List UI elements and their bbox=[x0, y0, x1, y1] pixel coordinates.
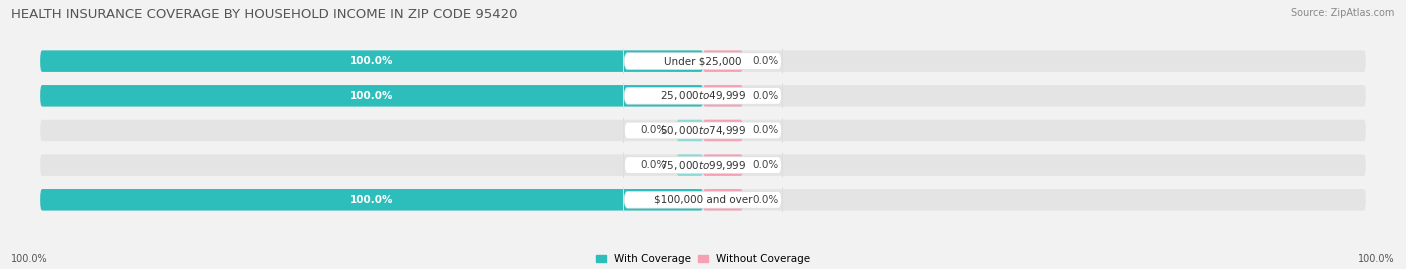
FancyBboxPatch shape bbox=[676, 120, 703, 141]
FancyBboxPatch shape bbox=[41, 154, 1365, 176]
FancyBboxPatch shape bbox=[41, 189, 1365, 211]
Text: Source: ZipAtlas.com: Source: ZipAtlas.com bbox=[1291, 8, 1395, 18]
Text: 0.0%: 0.0% bbox=[752, 160, 779, 170]
Text: 0.0%: 0.0% bbox=[752, 195, 779, 205]
Text: 0.0%: 0.0% bbox=[752, 56, 779, 66]
Text: $50,000 to $74,999: $50,000 to $74,999 bbox=[659, 124, 747, 137]
FancyBboxPatch shape bbox=[703, 154, 742, 176]
Text: 100.0%: 100.0% bbox=[350, 195, 394, 205]
FancyBboxPatch shape bbox=[623, 187, 783, 212]
FancyBboxPatch shape bbox=[703, 189, 742, 211]
Text: $25,000 to $49,999: $25,000 to $49,999 bbox=[659, 89, 747, 102]
FancyBboxPatch shape bbox=[703, 85, 742, 107]
Text: 0.0%: 0.0% bbox=[752, 91, 779, 101]
Text: 0.0%: 0.0% bbox=[752, 125, 779, 136]
FancyBboxPatch shape bbox=[41, 50, 703, 72]
Text: 100.0%: 100.0% bbox=[11, 254, 48, 264]
FancyBboxPatch shape bbox=[703, 50, 742, 72]
Text: Under $25,000: Under $25,000 bbox=[664, 56, 742, 66]
FancyBboxPatch shape bbox=[41, 85, 703, 107]
FancyBboxPatch shape bbox=[703, 120, 742, 141]
Text: 100.0%: 100.0% bbox=[350, 56, 394, 66]
FancyBboxPatch shape bbox=[41, 85, 1365, 107]
FancyBboxPatch shape bbox=[623, 153, 783, 178]
FancyBboxPatch shape bbox=[623, 118, 783, 143]
Text: 100.0%: 100.0% bbox=[350, 91, 394, 101]
Text: HEALTH INSURANCE COVERAGE BY HOUSEHOLD INCOME IN ZIP CODE 95420: HEALTH INSURANCE COVERAGE BY HOUSEHOLD I… bbox=[11, 8, 517, 21]
Text: 100.0%: 100.0% bbox=[1358, 254, 1395, 264]
Text: $100,000 and over: $100,000 and over bbox=[654, 195, 752, 205]
FancyBboxPatch shape bbox=[623, 49, 783, 73]
FancyBboxPatch shape bbox=[41, 50, 1365, 72]
FancyBboxPatch shape bbox=[676, 154, 703, 176]
FancyBboxPatch shape bbox=[41, 120, 1365, 141]
Text: 0.0%: 0.0% bbox=[640, 125, 666, 136]
FancyBboxPatch shape bbox=[623, 83, 783, 108]
Text: 0.0%: 0.0% bbox=[640, 160, 666, 170]
Text: $75,000 to $99,999: $75,000 to $99,999 bbox=[659, 159, 747, 172]
FancyBboxPatch shape bbox=[41, 189, 703, 211]
Legend: With Coverage, Without Coverage: With Coverage, Without Coverage bbox=[596, 254, 810, 264]
